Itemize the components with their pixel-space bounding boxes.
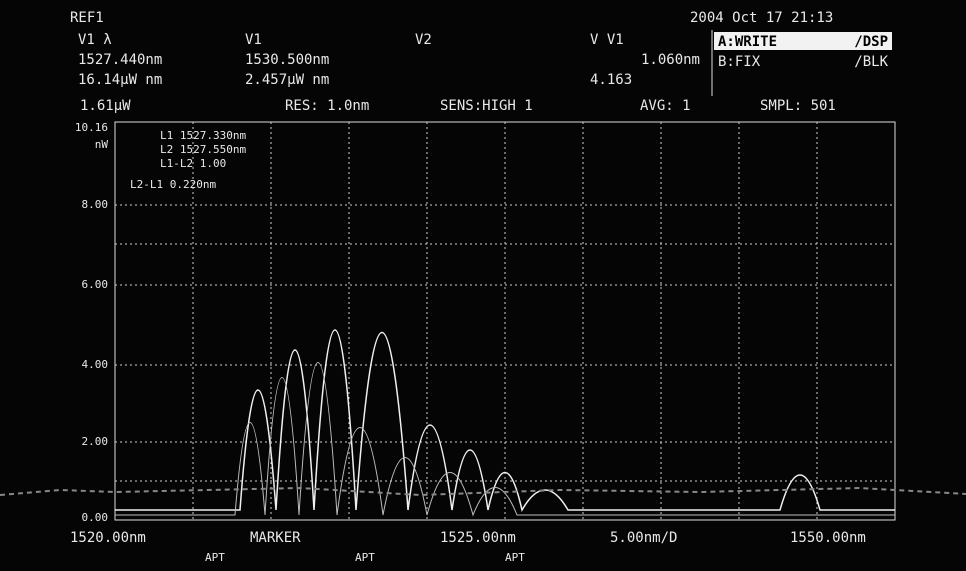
marker-value: 4.163 bbox=[590, 72, 632, 88]
status: SMPL: 501 bbox=[760, 98, 836, 114]
marker-label: V1 bbox=[245, 32, 262, 48]
softkey: APT bbox=[505, 551, 525, 564]
marker-value: 16.14μW nm bbox=[78, 72, 162, 88]
status: AVG: 1 bbox=[640, 98, 691, 114]
x-label: 5.00nm/D bbox=[610, 530, 677, 546]
y-label: 6.00 bbox=[82, 278, 109, 291]
y-label: 10.16 bbox=[75, 121, 108, 134]
status: RES: 1.0nm bbox=[285, 98, 369, 114]
softkey: APT bbox=[355, 551, 375, 564]
trace-a-line bbox=[115, 329, 895, 513]
marker-label: V V1 bbox=[590, 32, 624, 48]
y-label: 4.00 bbox=[82, 358, 109, 371]
y-label: nW bbox=[95, 138, 109, 151]
trace-b: B:FIX bbox=[718, 54, 761, 70]
marker-value: 1530.500nm bbox=[245, 52, 329, 68]
y-label: 8.00 bbox=[82, 198, 109, 211]
marker-value: 2.457μW nm bbox=[245, 72, 329, 88]
marker-box: L1-L2 1.00 bbox=[160, 157, 226, 170]
marker-box: L2 1527.550nm bbox=[160, 143, 246, 156]
status: 1.61μW bbox=[80, 98, 131, 114]
marker-box: L1 1527.330nm bbox=[160, 129, 246, 142]
trace-b-mode: /BLK bbox=[854, 54, 888, 70]
y-label: 0.00 bbox=[82, 511, 109, 524]
marker-value: 1.060nm bbox=[641, 52, 700, 68]
y-label: 2.00 bbox=[82, 435, 109, 448]
trace-a: A:WRITE bbox=[718, 34, 777, 50]
grid bbox=[114, 121, 896, 521]
x-label: MARKER bbox=[250, 530, 301, 546]
marker-box: L2-L1 0.220nm bbox=[130, 178, 216, 191]
x-label: 1525.00nm bbox=[440, 530, 516, 546]
x-label: 1550.00nm bbox=[790, 530, 866, 546]
softkey: APT bbox=[205, 551, 225, 564]
marker-value: 1527.440nm bbox=[78, 52, 162, 68]
trace-a-box bbox=[714, 32, 892, 50]
title: REF1 bbox=[70, 10, 104, 26]
datetime: 2004 Oct 17 21:13 bbox=[690, 10, 833, 26]
x-label: 1520.00nm bbox=[70, 530, 146, 546]
status: SENS:HIGH 1 bbox=[440, 98, 533, 114]
trace-a-mode: /DSP bbox=[854, 34, 888, 50]
marker-label: V1 λ bbox=[78, 32, 112, 48]
marker-label: V2 bbox=[415, 32, 432, 48]
trace-b-line bbox=[115, 362, 895, 517]
